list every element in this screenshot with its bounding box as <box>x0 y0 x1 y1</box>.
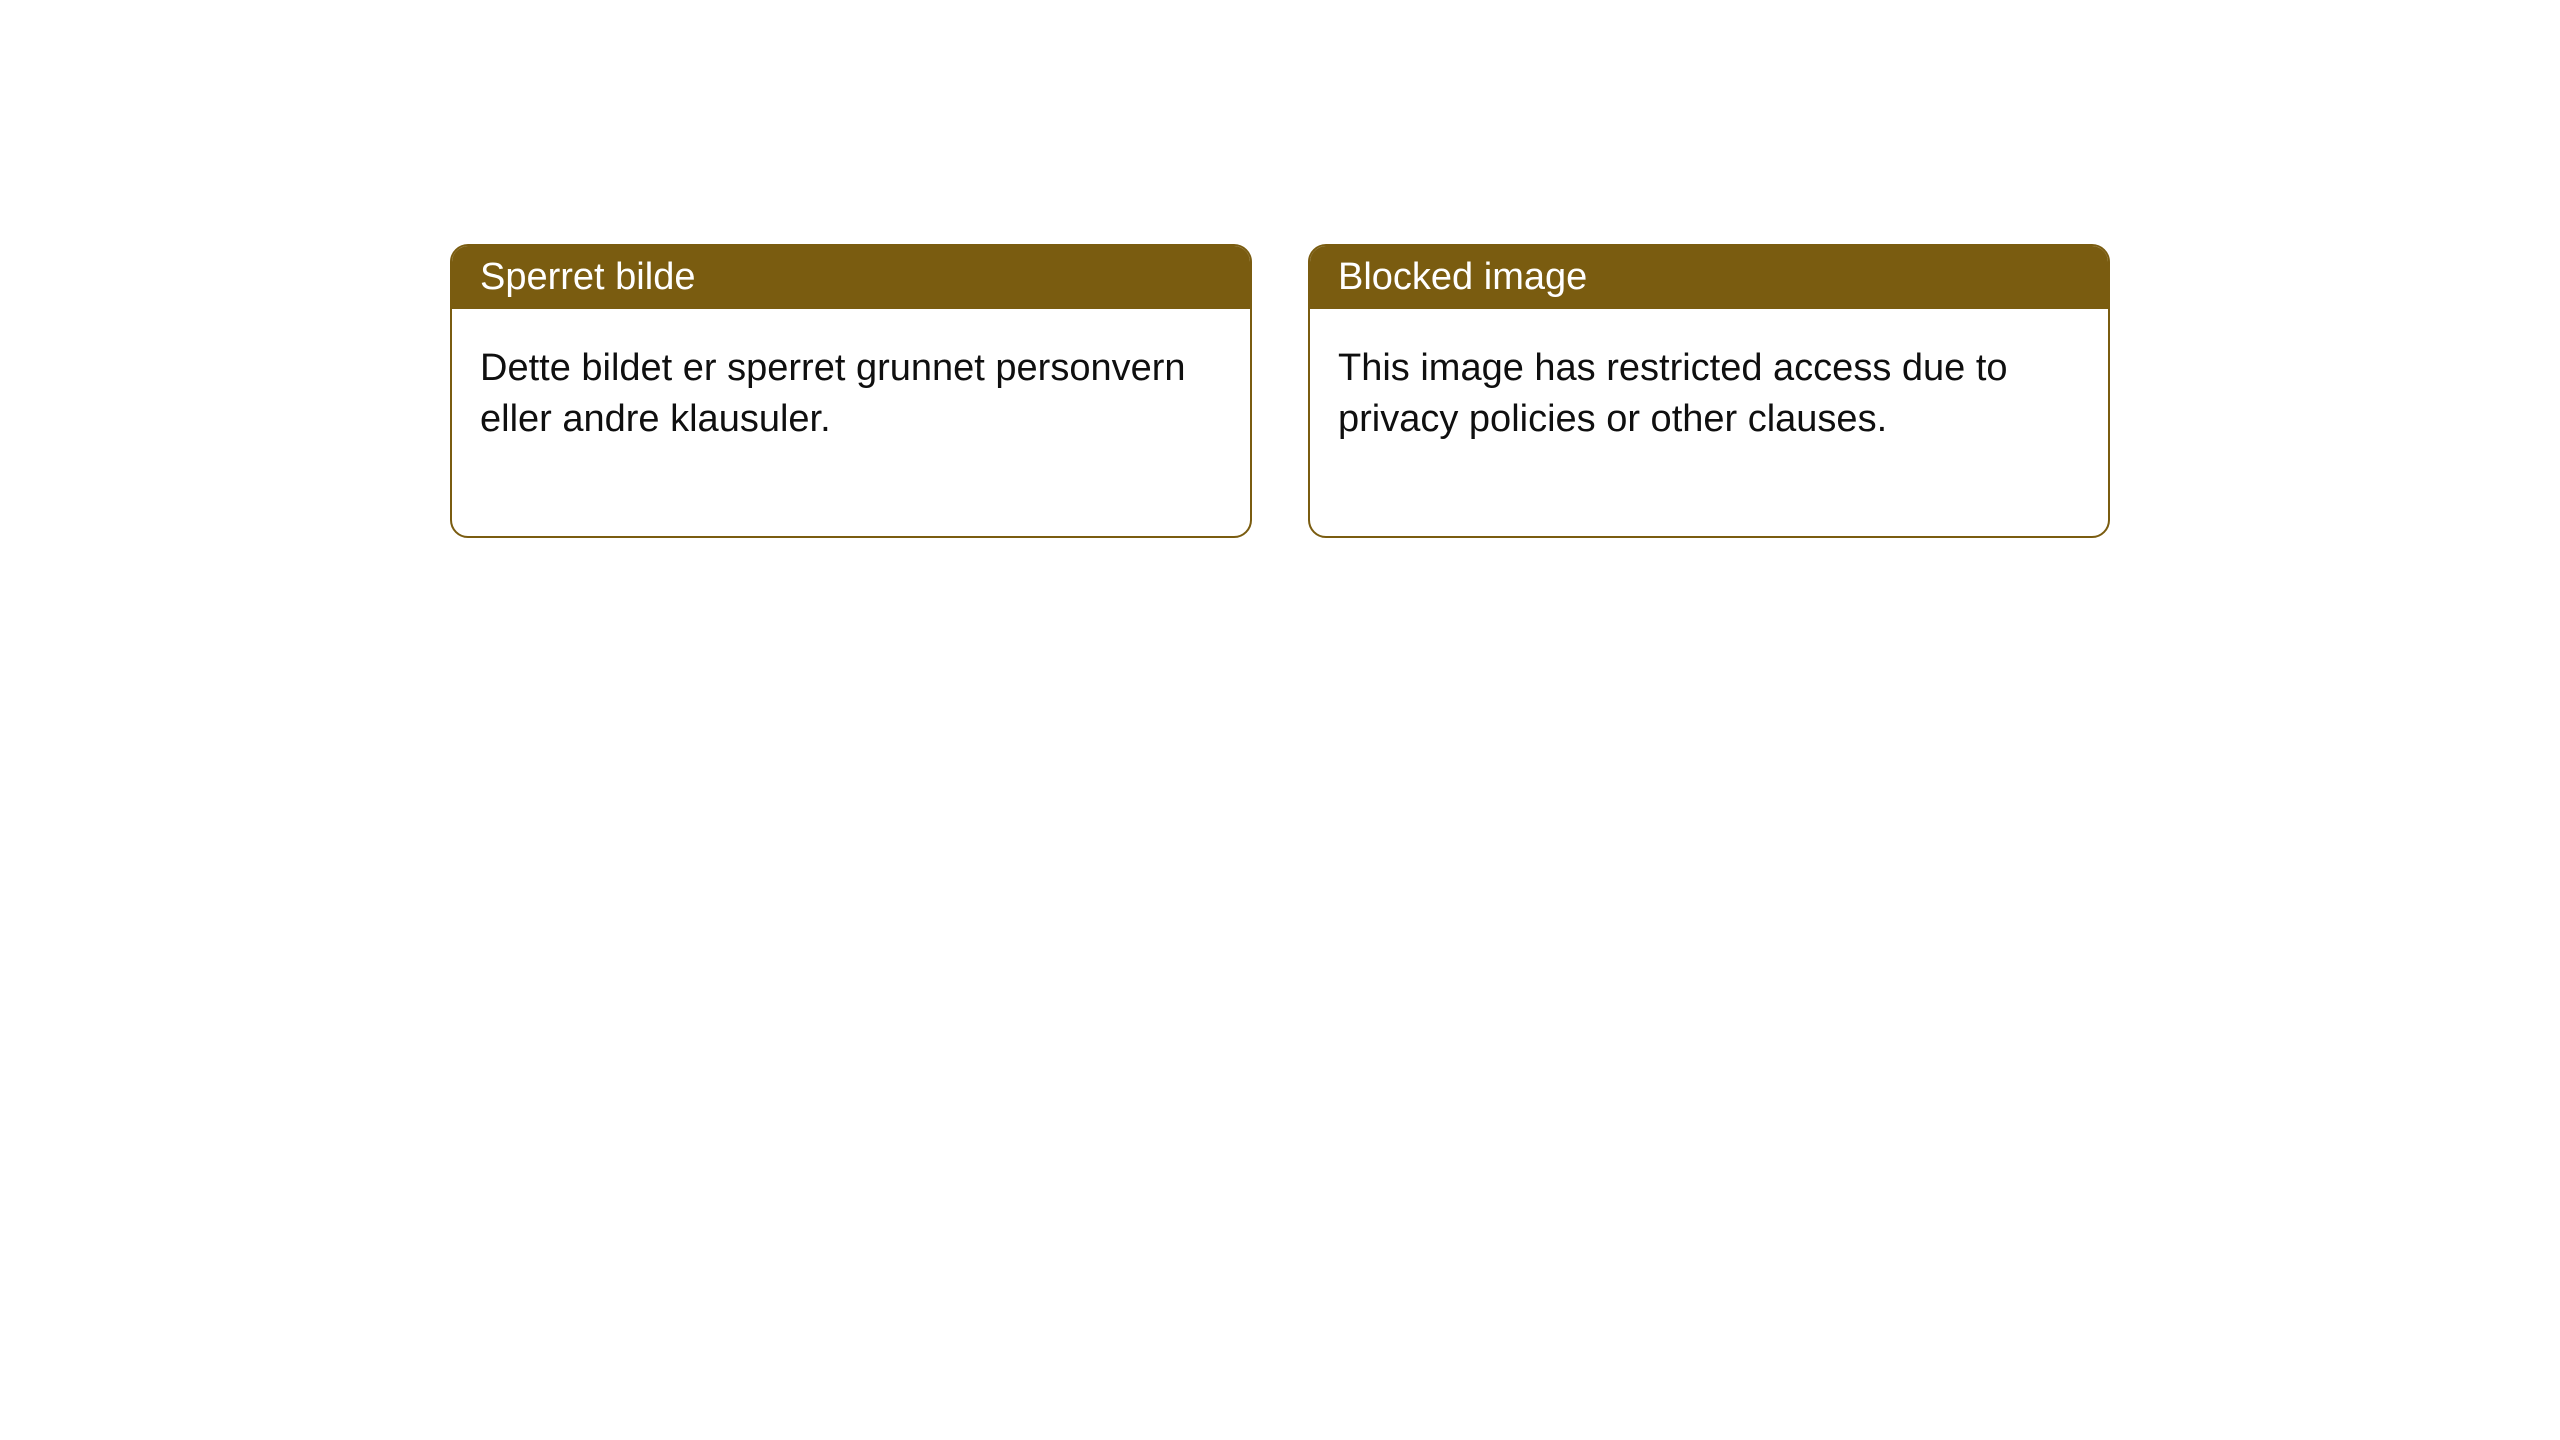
card-body-text: This image has restricted access due to … <box>1338 347 2008 440</box>
card-body-text: Dette bildet er sperret grunnet personve… <box>480 347 1186 440</box>
card-title: Blocked image <box>1338 256 1587 298</box>
blocked-image-card-no: Sperret bilde Dette bildet er sperret gr… <box>450 244 1252 538</box>
blocked-image-card-en: Blocked image This image has restricted … <box>1308 244 2110 538</box>
card-header: Blocked image <box>1310 246 2108 309</box>
card-title: Sperret bilde <box>480 256 695 298</box>
card-header: Sperret bilde <box>452 246 1250 309</box>
card-body: This image has restricted access due to … <box>1310 309 2108 536</box>
notice-cards-container: Sperret bilde Dette bildet er sperret gr… <box>0 0 2560 538</box>
card-body: Dette bildet er sperret grunnet personve… <box>452 309 1250 536</box>
